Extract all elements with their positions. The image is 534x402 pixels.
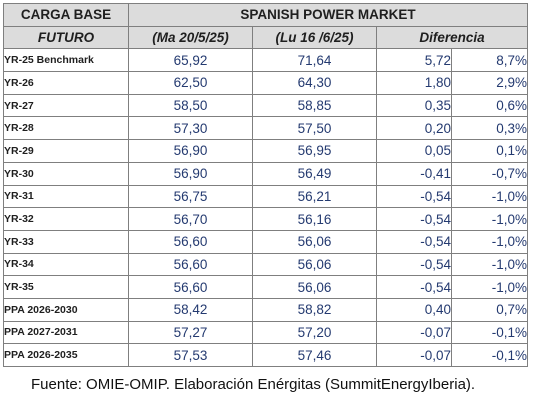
percent-change-cell: -1,0% xyxy=(450,252,529,277)
header-row-1: CARGA BASE SPANISH POWER MARKET xyxy=(3,3,529,27)
difference-cell: 0,35 xyxy=(376,93,452,118)
value-may-cell: 56,60 xyxy=(128,229,253,254)
difference-cell: -0,54 xyxy=(376,229,452,254)
percent-change-cell: -1,0% xyxy=(450,229,529,254)
percent-change-cell: 2,9% xyxy=(450,71,529,95)
percent-change-cell: -1,0% xyxy=(450,207,529,231)
difference-cell: -0,54 xyxy=(376,275,452,299)
row-label: PPA 2026-2035 xyxy=(3,343,129,367)
row-label: YR-25 Benchmark xyxy=(3,48,129,73)
power-market-table: CARGA BASE SPANISH POWER MARKET FUTURO (… xyxy=(3,3,529,367)
futuro-header: FUTURO xyxy=(3,25,129,50)
difference-cell: -0,41 xyxy=(376,161,452,186)
row-label: YR-34 xyxy=(3,252,129,277)
value-may-cell: 57,27 xyxy=(128,320,253,345)
difference-cell: 0,20 xyxy=(376,116,452,141)
percent-change-cell: -0,7% xyxy=(450,161,529,186)
table-row: YR-28 57,30 57,50 0,20 0,3% xyxy=(3,116,529,141)
difference-cell: -0,54 xyxy=(376,252,452,277)
value-jun-cell: 57,20 xyxy=(252,320,377,345)
table-row: YR-25 Benchmark 65,92 71,64 5,72 8,7% xyxy=(3,48,529,73)
value-may-cell: 56,70 xyxy=(128,207,253,231)
difference-cell: -0,54 xyxy=(376,184,452,209)
value-jun-cell: 64,30 xyxy=(252,71,377,95)
difference-cell: 0,05 xyxy=(376,139,452,163)
row-label: PPA 2027-2031 xyxy=(3,320,129,345)
table-row: PPA 2026-2035 57,53 57,46 -0,07 -0,1% xyxy=(3,343,529,367)
difference-cell: 0,40 xyxy=(376,297,452,322)
percent-change-cell: -0,1% xyxy=(450,320,529,345)
percent-change-cell: 8,7% xyxy=(450,48,529,73)
difference-cell: 1,80 xyxy=(376,71,452,95)
row-label: YR-35 xyxy=(3,275,129,299)
row-label: YR-26 xyxy=(3,71,129,95)
value-jun-cell: 56,95 xyxy=(252,139,377,163)
value-may-cell: 56,90 xyxy=(128,161,253,186)
value-jun-cell: 56,16 xyxy=(252,207,377,231)
percent-change-cell: 0,7% xyxy=(450,297,529,322)
value-jun-cell: 71,64 xyxy=(252,48,377,73)
value-jun-cell: 56,21 xyxy=(252,184,377,209)
value-jun-cell: 57,50 xyxy=(252,116,377,141)
table-row: PPA 2026-2030 58,42 58,82 0,40 0,7% xyxy=(3,297,529,322)
percent-change-cell: 0,1% xyxy=(450,139,529,163)
table-row: YR-33 56,60 56,06 -0,54 -1,0% xyxy=(3,229,529,254)
value-may-cell: 56,90 xyxy=(128,139,253,163)
power-market-table-container: CARGA BASE SPANISH POWER MARKET FUTURO (… xyxy=(3,3,529,367)
percent-change-cell: -0,1% xyxy=(450,343,529,367)
table-row: YR-32 56,70 56,16 -0,54 -1,0% xyxy=(3,207,529,231)
value-jun-cell: 57,46 xyxy=(252,343,377,367)
value-may-cell: 56,75 xyxy=(128,184,253,209)
value-may-cell: 58,50 xyxy=(128,93,253,118)
table-row: YR-30 56,90 56,49 -0,41 -0,7% xyxy=(3,161,529,186)
value-jun-cell: 56,06 xyxy=(252,275,377,299)
row-label: YR-33 xyxy=(3,229,129,254)
row-label: YR-28 xyxy=(3,116,129,141)
row-label: YR-31 xyxy=(3,184,129,209)
value-jun-cell: 56,06 xyxy=(252,229,377,254)
value-may-cell: 57,30 xyxy=(128,116,253,141)
value-jun-cell: 58,82 xyxy=(252,297,377,322)
difference-cell: -0,07 xyxy=(376,343,452,367)
value-may-cell: 62,50 xyxy=(128,71,253,95)
percent-change-cell: -1,0% xyxy=(450,184,529,209)
table-row: YR-26 62,50 64,30 1,80 2,9% xyxy=(3,71,529,95)
value-may-cell: 56,60 xyxy=(128,275,253,299)
percent-change-cell: 0,3% xyxy=(450,116,529,141)
value-jun-cell: 58,85 xyxy=(252,93,377,118)
row-label: PPA 2026-2030 xyxy=(3,297,129,322)
table-row: YR-31 56,75 56,21 -0,54 -1,0% xyxy=(3,184,529,209)
value-may-cell: 58,42 xyxy=(128,297,253,322)
percent-change-cell: -1,0% xyxy=(450,275,529,299)
date1-header: (Ma 20/5/25) xyxy=(128,25,253,50)
table-row: YR-27 58,50 58,85 0,35 0,6% xyxy=(3,93,529,118)
value-may-cell: 57,53 xyxy=(128,343,253,367)
value-may-cell: 65,92 xyxy=(128,48,253,73)
value-jun-cell: 56,49 xyxy=(252,161,377,186)
market-header: SPANISH POWER MARKET xyxy=(127,3,529,27)
diferencia-header: Diferencia xyxy=(375,25,529,50)
table-row: PPA 2027-2031 57,27 57,20 -0,07 -0,1% xyxy=(3,320,529,345)
carga-base-header: CARGA BASE xyxy=(3,3,129,27)
difference-cell: -0,54 xyxy=(376,207,452,231)
date2-header: (Lu 16 /6/25) xyxy=(252,25,377,50)
table-row: YR-34 56,60 56,06 -0,54 -1,0% xyxy=(3,252,529,277)
table-row: YR-29 56,90 56,95 0,05 0,1% xyxy=(3,139,529,163)
difference-cell: 5,72 xyxy=(376,48,452,73)
difference-cell: -0,07 xyxy=(376,320,452,345)
row-label: YR-32 xyxy=(3,207,129,231)
header-row-2: FUTURO (Ma 20/5/25) (Lu 16 /6/25) Difere… xyxy=(3,25,529,50)
value-may-cell: 56,60 xyxy=(128,252,253,277)
table-body: YR-25 Benchmark 65,92 71,64 5,72 8,7% YR-26 62… xyxy=(3,48,529,367)
value-jun-cell: 56,06 xyxy=(252,252,377,277)
percent-change-cell: 0,6% xyxy=(450,93,529,118)
row-label: YR-27 xyxy=(3,93,129,118)
row-label: YR-30 xyxy=(3,161,129,186)
source-note: Fuente: OMIE-OMIP. Elaboración Enérgitas… xyxy=(31,376,476,393)
table-row: YR-35 56,60 56,06 -0,54 -1,0% xyxy=(3,275,529,299)
row-label: YR-29 xyxy=(3,139,129,163)
